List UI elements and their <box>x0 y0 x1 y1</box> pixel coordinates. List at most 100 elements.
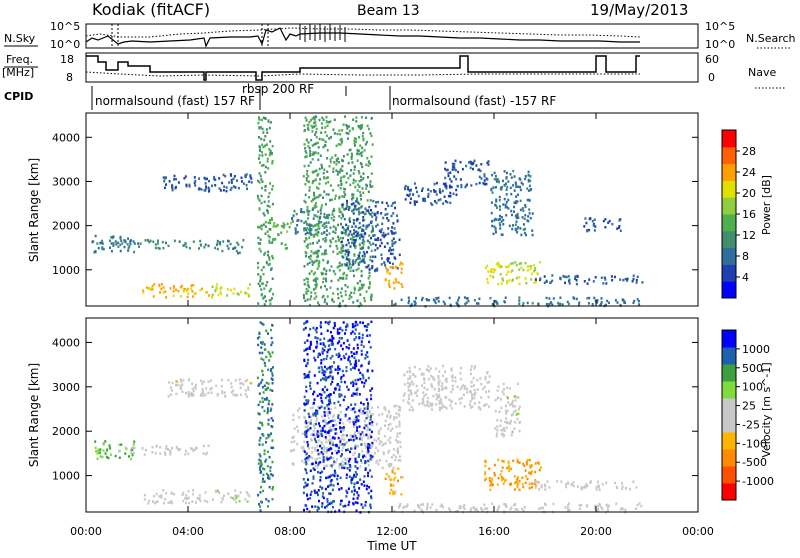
scatter-cell <box>339 503 342 506</box>
scatter-cell <box>312 424 315 427</box>
scatter-cell <box>386 257 389 260</box>
scatter-cell <box>303 240 306 243</box>
scatter-cell <box>339 291 342 294</box>
scatter-cell <box>211 285 214 288</box>
scatter-cell <box>484 377 487 381</box>
scatter-cell <box>331 343 334 347</box>
scatter-cell <box>330 370 333 374</box>
scatter-cell <box>160 496 163 499</box>
scatter-cell <box>308 272 311 275</box>
scatter-cell <box>347 460 350 463</box>
scatter-cell <box>193 448 196 451</box>
scatter-cell <box>495 180 498 183</box>
scatter-cell <box>357 170 360 173</box>
scatter-cell <box>156 500 159 503</box>
scatter-cell <box>102 248 105 251</box>
scatter-cell <box>486 371 489 374</box>
scatter-cell <box>189 393 192 396</box>
scatter-cell <box>523 231 526 235</box>
scatter-cell <box>315 196 318 199</box>
scatter-cell <box>360 270 363 273</box>
scatter-cell <box>518 299 521 302</box>
scatter-cell <box>470 184 473 187</box>
scatter-cell <box>505 188 508 191</box>
scatter-cell <box>325 379 328 382</box>
scatter-cell <box>305 456 308 460</box>
scatter-cell <box>334 449 337 452</box>
scatter-cell <box>427 405 430 408</box>
scatter-cell <box>260 381 263 384</box>
scatter-cell <box>472 376 475 380</box>
scatter-cell <box>320 131 323 134</box>
scatter-cell <box>621 487 624 491</box>
scatter-cell <box>309 384 311 388</box>
scatter-cell <box>475 164 478 167</box>
scatter-cell <box>309 254 312 258</box>
scatter-cell <box>318 432 321 435</box>
scatter-cell <box>318 221 320 224</box>
scatter-cell <box>110 249 113 253</box>
scatter-cell <box>208 190 210 193</box>
scatter-cell <box>403 392 406 395</box>
scatter-cell <box>329 439 332 442</box>
scatter-cell <box>387 439 390 442</box>
scatter-cell <box>366 124 369 128</box>
scatter-cell <box>335 158 338 161</box>
scatter-cell <box>164 290 167 293</box>
scatter-cell <box>362 376 365 380</box>
scatter-cell <box>387 451 390 454</box>
x-tick-label: 08:00 <box>274 525 306 538</box>
scatter-cell <box>382 443 385 446</box>
scatter-cell <box>270 343 273 347</box>
scatter-cell <box>328 165 331 168</box>
scatter-cell <box>616 486 618 489</box>
scatter-cell <box>257 412 260 415</box>
scatter-cell <box>302 293 305 297</box>
scatter-cell <box>355 351 358 354</box>
scatter-cell <box>480 163 483 166</box>
scatter-cell <box>324 224 327 228</box>
scatter-cell <box>319 485 322 488</box>
scatter-cell <box>322 118 325 121</box>
scatter-cell <box>307 447 310 450</box>
scatter-cell <box>514 223 517 226</box>
scatter-cell <box>360 154 363 157</box>
scatter-cell <box>387 232 390 236</box>
scatter-cell <box>168 180 171 183</box>
scatter-cell <box>164 177 167 180</box>
scatter-cell <box>449 509 452 512</box>
scatter-cell <box>356 232 359 236</box>
scatter-cell <box>260 463 263 466</box>
scatter-cell <box>268 148 271 151</box>
scatter-cell <box>605 282 608 285</box>
scatter-cell <box>333 500 335 503</box>
scatter-cell <box>323 267 326 270</box>
scatter-cell <box>473 367 476 370</box>
scatter-cell <box>363 419 366 423</box>
scatter-cell <box>380 241 383 245</box>
scatter-cell <box>510 413 513 417</box>
scatter-cell <box>526 458 529 462</box>
scatter-cell <box>509 173 512 176</box>
scatter-cell <box>360 438 363 441</box>
scatter-cell <box>352 392 355 395</box>
scatter-cell <box>369 457 372 461</box>
scatter-cell <box>408 402 411 405</box>
scatter-cell <box>356 234 359 237</box>
scatter-cell <box>333 209 336 212</box>
scatter-cell <box>340 377 342 380</box>
scatter-cell <box>372 255 374 258</box>
scatter-cell <box>308 189 311 192</box>
scatter-cell <box>309 415 312 419</box>
scatter-cell <box>322 343 325 346</box>
scatter-cell <box>323 445 326 448</box>
scatter-cell <box>361 506 364 509</box>
scatter-cell <box>337 235 340 239</box>
scatter-cell <box>269 388 272 392</box>
scatter-cell <box>314 224 316 227</box>
scatter-cell <box>313 170 316 173</box>
scatter-cell <box>323 231 326 234</box>
scatter-cell <box>494 410 497 413</box>
scatter-cell <box>343 228 346 231</box>
